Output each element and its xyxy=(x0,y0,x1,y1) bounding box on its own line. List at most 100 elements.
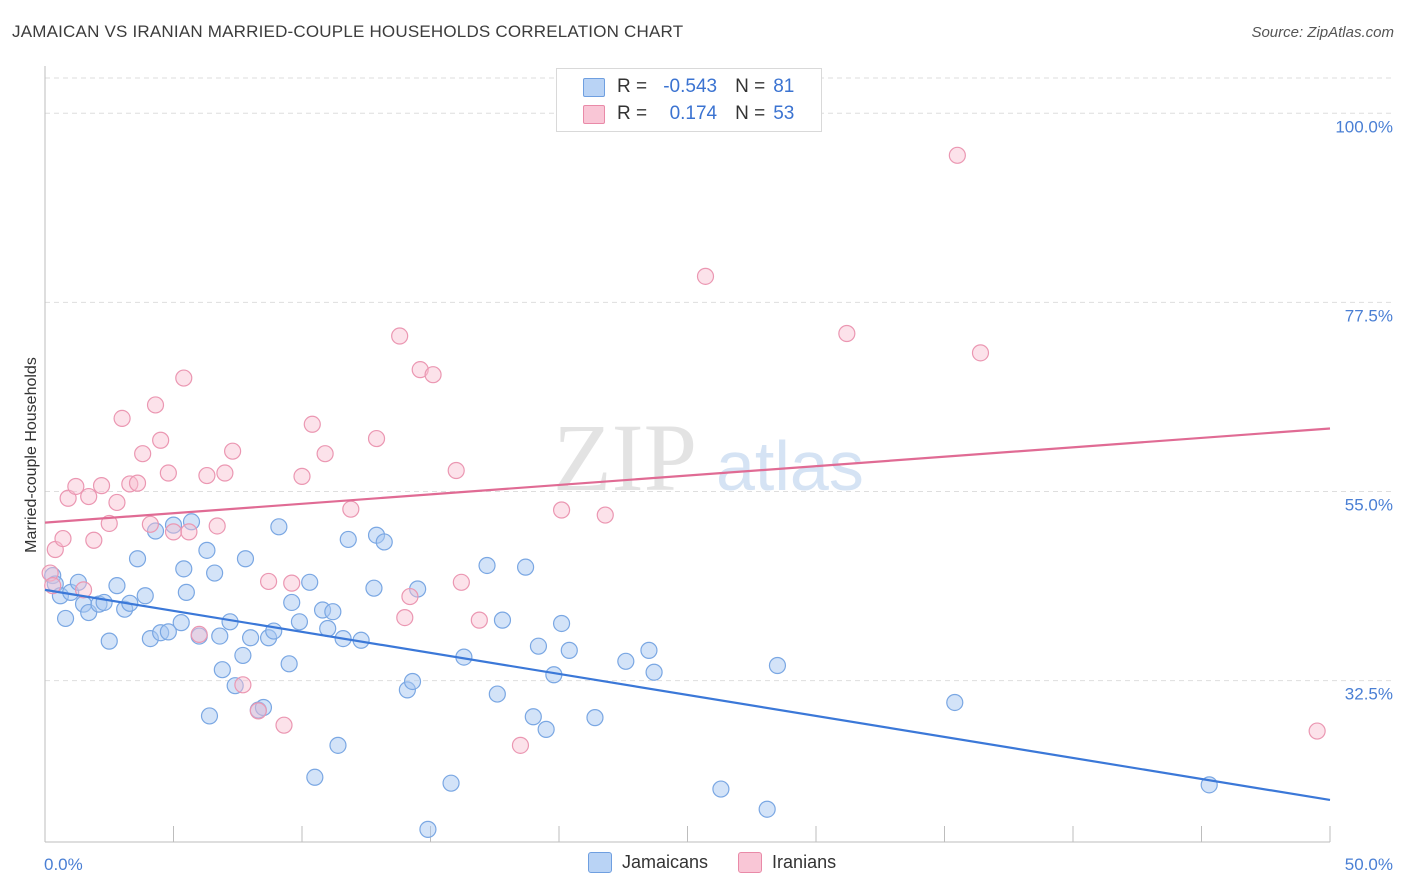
source-label: Source: ZipAtlas.com xyxy=(1251,24,1394,41)
point-jamaicans xyxy=(758,800,776,818)
point-jamaicans xyxy=(493,611,512,629)
point-iranians xyxy=(74,581,93,599)
point-jamaicans xyxy=(136,587,154,605)
correlation-legend: R = -0.543 N = 81 R = 0.174 N = 53 xyxy=(556,68,822,132)
point-jamaicans xyxy=(403,672,422,691)
legend-n-label: N = xyxy=(735,76,766,97)
point-jamaicans xyxy=(560,641,578,659)
trend-lines xyxy=(44,427,1331,802)
point-iranians xyxy=(159,464,177,482)
y-tick-label: 77.5% xyxy=(1345,306,1393,325)
point-iranians xyxy=(447,461,465,480)
legend-r-label: R = xyxy=(617,76,648,97)
watermark: ZIP atlas xyxy=(553,404,864,511)
point-jamaicans xyxy=(339,530,357,549)
point-iranians xyxy=(596,506,614,524)
point-iranians xyxy=(316,445,334,463)
point-jamaicans xyxy=(234,646,252,665)
point-iranians xyxy=(198,466,216,485)
point-jamaicans xyxy=(306,768,324,786)
point-iranians xyxy=(80,487,98,506)
point-iranians xyxy=(367,429,386,448)
point-iranians xyxy=(303,415,321,433)
point-jamaicans xyxy=(478,556,496,575)
series-swatch-jamaicans xyxy=(588,852,612,873)
point-iranians xyxy=(259,572,278,591)
point-iranians xyxy=(971,344,990,362)
legend-r-value-jamaicans: -0.543 xyxy=(663,76,718,97)
point-jamaicans xyxy=(552,614,571,633)
point-jamaicans xyxy=(516,558,535,576)
point-jamaicans xyxy=(211,627,229,645)
point-jamaicans xyxy=(100,632,118,650)
point-jamaicans xyxy=(365,579,383,597)
point-iranians xyxy=(41,564,59,582)
point-jamaicans xyxy=(128,550,147,568)
point-jamaicans xyxy=(586,709,604,727)
point-iranians xyxy=(249,702,267,720)
point-jamaicans xyxy=(164,516,183,534)
point-iranians xyxy=(411,361,429,379)
series-legend: Jamaicans Iranians xyxy=(588,852,866,873)
point-jamaicans xyxy=(159,623,177,641)
point-iranians xyxy=(948,146,966,164)
ticks xyxy=(44,826,1331,842)
point-jamaicans xyxy=(177,583,195,601)
point-iranians xyxy=(175,369,193,387)
series-label-jamaicans: Jamaicans xyxy=(622,852,709,872)
legend-swatch-jamaicans xyxy=(583,77,605,97)
point-jamaicans xyxy=(242,629,260,647)
legend-n-value-iranians: 53 xyxy=(773,103,795,124)
series-legend-jamaicans[interactable]: Jamaicans xyxy=(588,852,708,873)
y-tick-label: 32.5% xyxy=(1345,685,1393,704)
point-jamaicans xyxy=(206,564,224,582)
legend-row-iranians: R = 0.174 N = 53 xyxy=(583,101,794,127)
point-iranians xyxy=(216,464,234,482)
y-axis-title: Married-couple Households xyxy=(23,357,40,553)
point-jamaicans xyxy=(442,774,460,792)
point-jamaicans xyxy=(375,533,393,551)
point-jamaicans xyxy=(324,603,342,621)
point-jamaicans xyxy=(488,685,506,703)
series-legend-iranians[interactable]: Iranians xyxy=(738,852,836,873)
point-iranians xyxy=(293,467,311,485)
point-iranians xyxy=(164,523,183,541)
series-swatch-iranians xyxy=(738,852,763,873)
axis-labels: 32.5% 55.0% 77.5% 100.0% 0.0% 50.0% Married-co… xyxy=(23,117,1393,874)
point-jamaicans xyxy=(645,663,663,681)
point-jamaicans xyxy=(640,641,658,659)
point-jamaicans xyxy=(290,613,309,631)
y-tick-label: 100.0% xyxy=(1335,117,1393,136)
point-iranians xyxy=(67,477,85,496)
point-iranians xyxy=(92,477,111,495)
point-jamaicans xyxy=(768,656,787,675)
point-jamaicans xyxy=(108,577,126,595)
point-jamaicans xyxy=(301,573,319,591)
point-jamaicans xyxy=(172,614,190,632)
point-iranians xyxy=(190,625,208,644)
point-iranians xyxy=(696,267,715,285)
point-iranians xyxy=(85,531,103,549)
point-iranians xyxy=(838,324,856,343)
x-tick-label: 50.0% xyxy=(1345,855,1393,874)
point-jamaicans xyxy=(56,609,75,628)
legend-n-label: N = xyxy=(735,103,766,124)
y-tick-label: 55.0% xyxy=(1345,496,1393,515)
watermark-atlas: atlas xyxy=(716,427,864,505)
point-jamaicans xyxy=(198,541,216,559)
point-iranians xyxy=(224,442,242,460)
point-jamaicans xyxy=(200,707,219,725)
trend-line-iranians xyxy=(44,427,1331,524)
point-jamaicans xyxy=(213,661,231,679)
point-jamaicans xyxy=(283,593,301,612)
point-jamaicans xyxy=(529,637,548,655)
legend-r-label: R = xyxy=(617,103,648,124)
point-iranians xyxy=(401,587,419,606)
point-iranians xyxy=(275,716,293,734)
point-iranians xyxy=(234,676,252,694)
point-jamaicans xyxy=(270,518,288,536)
point-iranians xyxy=(396,608,414,627)
point-iranians xyxy=(54,529,72,548)
point-iranians xyxy=(452,573,470,591)
